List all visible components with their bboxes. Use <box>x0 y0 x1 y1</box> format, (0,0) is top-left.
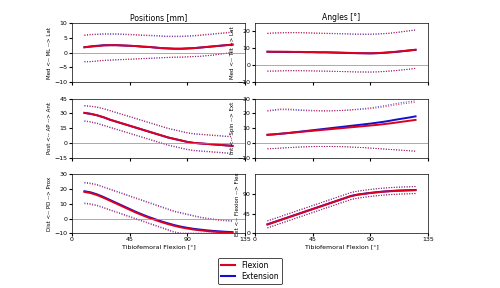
Y-axis label: Ext <-- Flexion --> Flex: Ext <-- Flexion --> Flex <box>236 172 240 236</box>
Y-axis label: Dist <-- PD --> Prox: Dist <-- PD --> Prox <box>48 177 52 231</box>
Y-axis label: Post <-- AP --> Ant: Post <-- AP --> Ant <box>48 102 52 154</box>
Title: Positions [mm]: Positions [mm] <box>130 13 187 22</box>
Y-axis label: Int <-- Spin --> Ext: Int <-- Spin --> Ext <box>230 102 235 154</box>
Y-axis label: Med <-- ML --> Lat: Med <-- ML --> Lat <box>48 26 52 79</box>
Y-axis label: Med <-- Tilt --> Lat: Med <-- Tilt --> Lat <box>230 26 235 79</box>
Title: Angles [°]: Angles [°] <box>322 13 360 22</box>
X-axis label: Tibiofemoral Flexion [°]: Tibiofemoral Flexion [°] <box>122 244 196 249</box>
Legend: Flexion, Extension: Flexion, Extension <box>218 258 282 284</box>
X-axis label: Tibiofemoral Flexion [°]: Tibiofemoral Flexion [°] <box>304 244 378 249</box>
